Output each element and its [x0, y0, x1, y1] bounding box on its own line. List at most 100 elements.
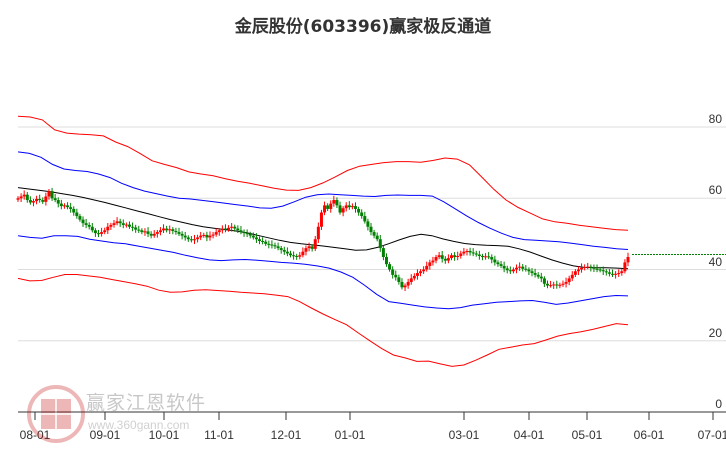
candle-body [208, 235, 212, 238]
candle-body [552, 284, 556, 286]
candle-body [171, 229, 175, 232]
candle-body [276, 246, 280, 249]
candle-body [310, 246, 314, 249]
candle-body [440, 255, 444, 259]
candle-body [338, 205, 342, 213]
candle-body [75, 212, 79, 217]
candle-body [601, 270, 605, 272]
candle-body [607, 272, 611, 274]
candle-body [555, 284, 559, 286]
candle-body [196, 237, 200, 240]
y-tick-label: 40 [708, 254, 722, 269]
candle-body [59, 203, 63, 207]
candle-body [611, 273, 615, 275]
candle-body [131, 226, 135, 228]
candle-body [431, 260, 435, 263]
candle-body [177, 232, 181, 234]
candle-body [487, 256, 491, 258]
candle-body [626, 257, 630, 263]
candle-body [391, 269, 395, 275]
candle-body [533, 273, 537, 275]
x-tick-label: 09-01 [89, 428, 121, 442]
candle-body [381, 248, 385, 258]
middle-line [17, 187, 629, 270]
candle-body [521, 266, 525, 269]
candle-body [477, 254, 481, 256]
candle-body [496, 262, 500, 265]
candle-body [471, 252, 475, 254]
candle-body [267, 243, 271, 245]
candle-body [220, 228, 224, 231]
candle-body [112, 223, 116, 225]
x-tick-label: 04-01 [513, 428, 545, 442]
candle-body [313, 239, 317, 249]
candle-body [378, 239, 382, 249]
candle-body [459, 253, 463, 256]
candle-body [409, 278, 413, 282]
candle-body [28, 200, 32, 203]
candle-body [549, 285, 553, 287]
candle-body [35, 198, 39, 202]
candle-body [394, 274, 398, 278]
candle-body [617, 273, 621, 275]
outer-lower-band [17, 274, 629, 367]
candle-body [44, 196, 48, 202]
candle-body [118, 221, 122, 224]
candle-body [258, 239, 262, 241]
candle-body [450, 255, 454, 259]
candle-body [124, 224, 128, 226]
x-tick-label: 08-01 [19, 428, 51, 442]
candle-body [230, 226, 234, 228]
x-tick-label: 11-01 [204, 428, 234, 442]
candle-body [354, 206, 358, 209]
candle-body [239, 230, 243, 233]
candle-body [558, 284, 562, 286]
candle-body [273, 245, 277, 247]
candle-body [384, 257, 388, 265]
candle-body [134, 227, 138, 230]
candle-body [19, 196, 23, 199]
candle-body [25, 194, 29, 201]
candle-body [72, 208, 76, 213]
candle-body [69, 207, 73, 209]
candle-body [326, 205, 330, 209]
candle-body [298, 255, 302, 257]
candle-body [425, 265, 429, 270]
candle-body [397, 277, 401, 282]
candle-body [499, 264, 503, 266]
candle-body [400, 281, 404, 288]
candle-body [285, 251, 289, 254]
candle-body [84, 223, 88, 225]
candle-body [375, 235, 379, 240]
candle-body [211, 234, 215, 236]
candle-body [462, 251, 466, 254]
candle-body [542, 278, 546, 284]
candle-body [295, 255, 299, 257]
candle-body [137, 229, 141, 231]
candle-body [586, 266, 590, 268]
candle-body [570, 274, 574, 279]
inner-lower-band [17, 235, 629, 310]
candle-body [183, 235, 187, 238]
candle-body [316, 226, 320, 240]
candle-body [595, 268, 599, 270]
candle-body [403, 285, 407, 288]
candle-body [78, 216, 82, 220]
candle-body [53, 198, 57, 201]
candle-body [87, 224, 91, 227]
candle-body [604, 271, 608, 273]
y-tick-label: 60 [708, 183, 722, 198]
candle-body [480, 255, 484, 258]
candle-body [307, 246, 311, 249]
x-tick-label: 10-01 [148, 428, 180, 442]
x-tick-label: 01-01 [334, 428, 366, 442]
candle-body [199, 235, 203, 238]
candle-body [165, 228, 169, 231]
candle-body [406, 281, 410, 286]
candle-body [598, 269, 602, 271]
candle-body [580, 267, 584, 270]
candle-body [189, 239, 193, 241]
candle-body [589, 266, 593, 268]
candle-body [434, 257, 438, 261]
candle-body [419, 271, 423, 274]
